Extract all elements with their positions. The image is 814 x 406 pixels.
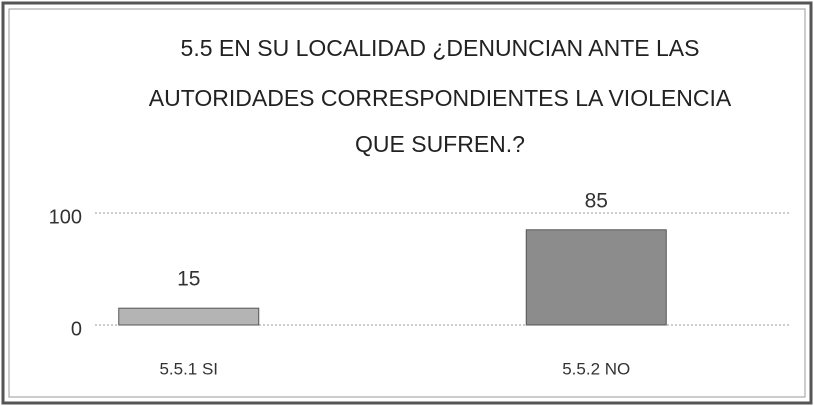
bar — [118, 307, 260, 326]
x-tick-label: 5.5.2 NO — [562, 359, 630, 378]
chart-title: 5.5 EN SU LOCALIDAD ¿DENUNCIAN ANTE LAS — [181, 35, 700, 61]
inner-frame — [8, 8, 806, 398]
data-label: 85 — [585, 189, 608, 212]
chart-title: AUTORIDADES CORRESPONDIENTES LA VIOLENCI… — [149, 85, 732, 111]
data-label: 15 — [177, 268, 200, 291]
x-tick-label: 5.5.1 SI — [159, 359, 218, 378]
chart-title: QUE SUFREN.? — [355, 131, 525, 157]
bar — [525, 229, 667, 326]
y-tick-label: 0 — [71, 318, 82, 340]
y-tick-label: 100 — [49, 206, 82, 228]
